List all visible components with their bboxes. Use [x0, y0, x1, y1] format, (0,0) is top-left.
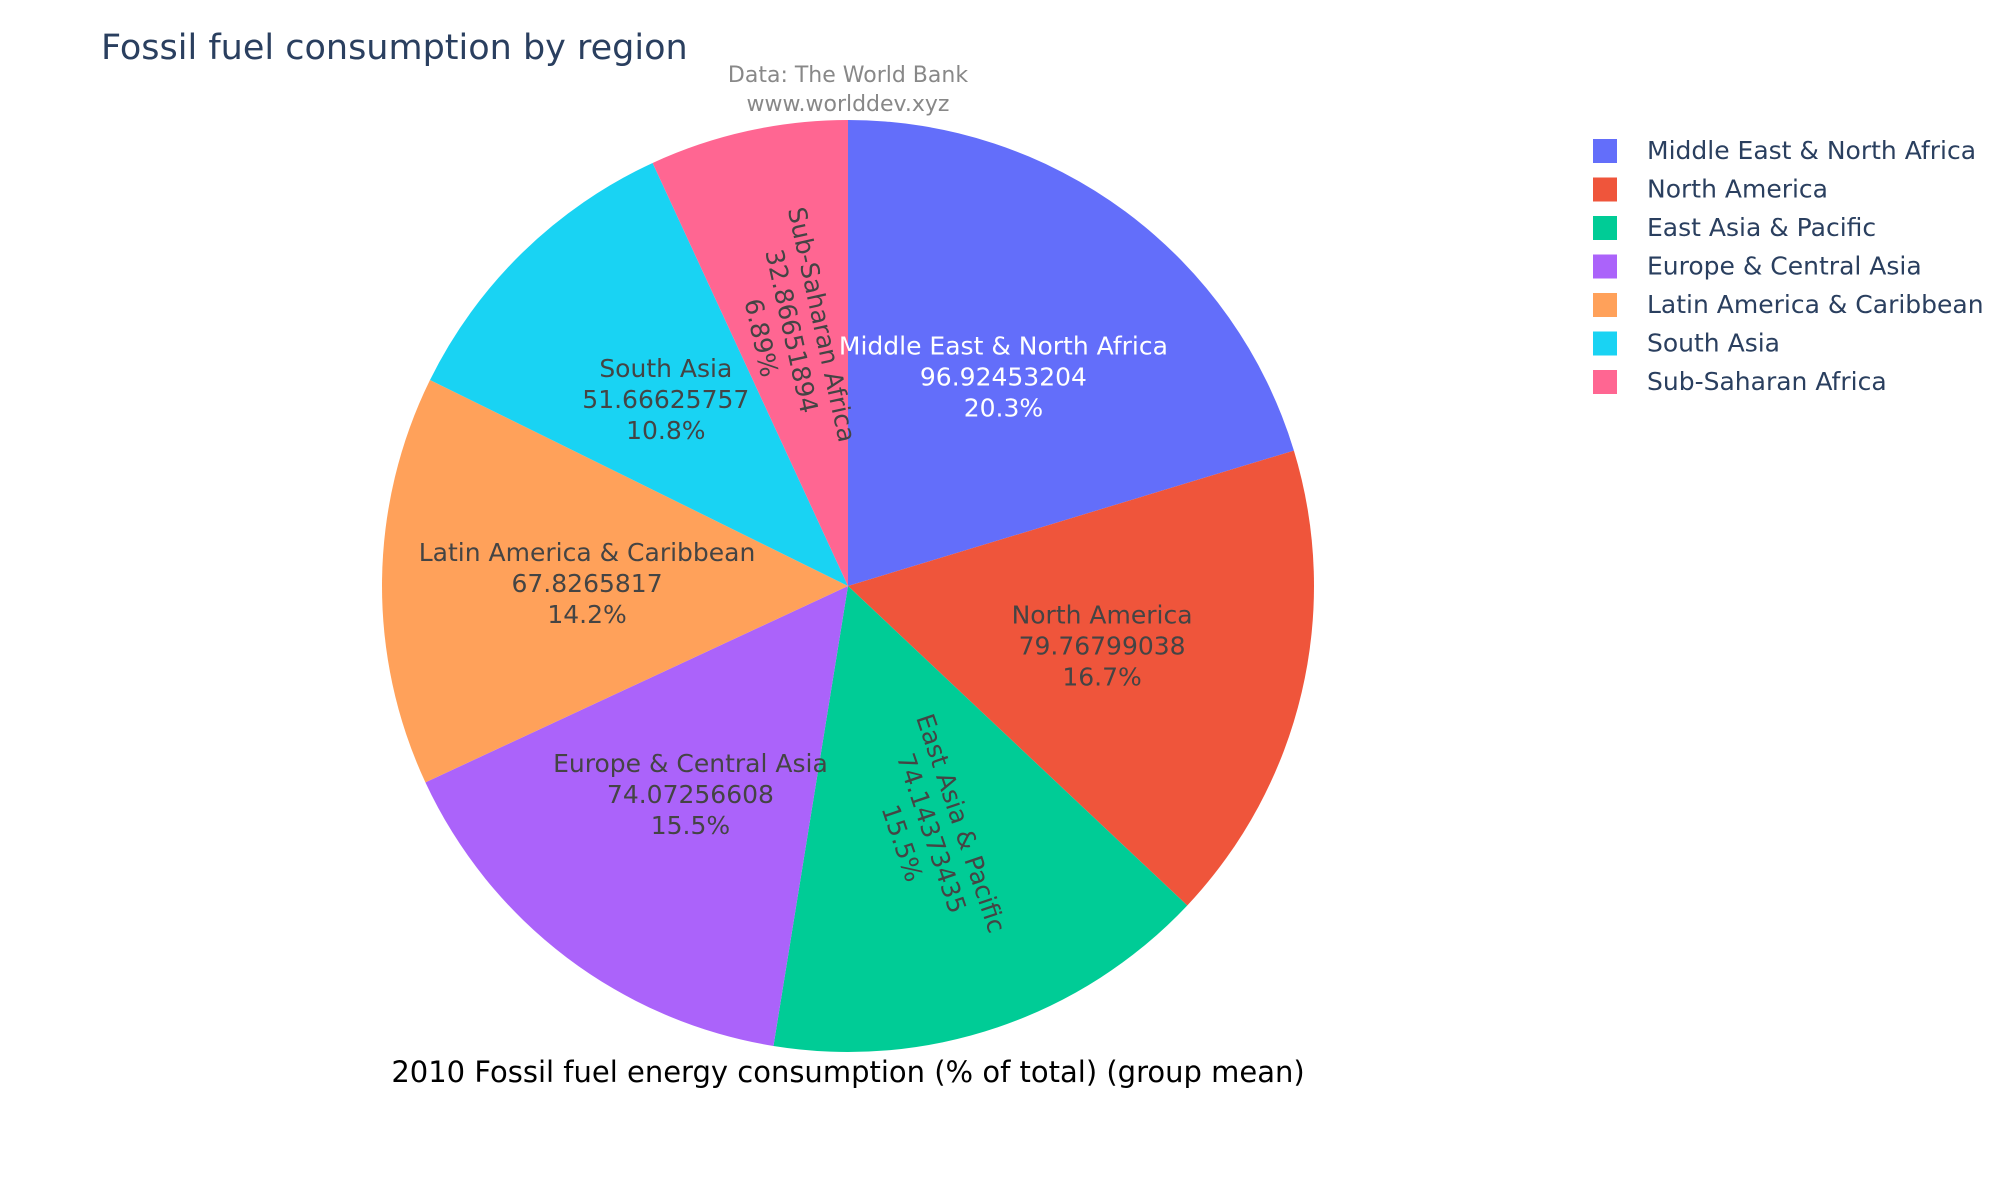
legend-item-north-america[interactable]: North America	[1593, 175, 1828, 204]
pie-slice-sub-saharan-africa[interactable]	[652, 120, 848, 586]
legend-item-europe-and-central-asia[interactable]: Europe & Central Asia	[1593, 252, 1922, 281]
pie-slice-middle-east-and-north-africa[interactable]	[848, 120, 1294, 586]
legend-swatch-middle-east-and-north-africa	[1593, 139, 1617, 163]
legend-label-north-america: North America	[1647, 175, 1828, 204]
pie-slice-south-asia[interactable]	[430, 162, 848, 586]
pie-slice-latin-america-and-caribbean[interactable]	[381, 379, 848, 783]
pie-label-south-asia: South Asia 51.66625757 10.8%	[582, 354, 749, 445]
legend-swatch-south-asia	[1593, 331, 1617, 356]
legend-item-south-asia[interactable]: South Asia	[1593, 329, 1780, 358]
pie-label-middle-east-and-north-africa: Middle East & North Africa 96.92453204 20.…	[839, 331, 1168, 422]
legend-label-middle-east-and-north-africa: Middle East & North Africa	[1647, 136, 1976, 165]
chart-title: Fossil fuel consumption by region	[101, 28, 688, 68]
legend-item-middle-east-and-north-africa[interactable]: Middle East & North Africa	[1593, 136, 1976, 165]
pie-label-north-america: North America 79.76799038 16.7%	[1012, 601, 1193, 692]
legend-item-latin-america-and-caribbean[interactable]: Latin America & Caribbean	[1593, 290, 1984, 319]
legend-swatch-latin-america-and-caribbean	[1593, 293, 1617, 317]
pie-slices	[381, 120, 1314, 1052]
x-axis-label: 2010 Fossil fuel energy consumption (% o…	[391, 1055, 1304, 1089]
legend-swatch-east-asia-and-pacific	[1593, 216, 1617, 240]
pie-slice-europe-and-central-asia[interactable]	[425, 586, 848, 1047]
pie-label-europe-and-central-asia: Europe & Central Asia 74.07256608 15.5%	[553, 749, 828, 840]
legend-label-east-asia-and-pacific: East Asia & Pacific	[1647, 213, 1876, 242]
legend-swatch-north-america	[1593, 177, 1617, 202]
legend-label-south-asia: South Asia	[1647, 329, 1780, 358]
legend-label-latin-america-and-caribbean: Latin America & Caribbean	[1647, 290, 1984, 319]
source-annotation-line-1: Data: The World Bank	[728, 63, 968, 88]
pie-label-latin-america-and-caribbean: Latin America & Caribbean 67.8265817 14.2%	[419, 538, 756, 629]
pie-slice-east-asia-and-pacific[interactable]	[773, 586, 1188, 1052]
legend-swatch-europe-and-central-asia	[1593, 254, 1617, 279]
legend-label-europe-and-central-asia: Europe & Central Asia	[1647, 252, 1922, 281]
legend-label-sub-saharan-africa: Sub-Saharan Africa	[1647, 367, 1887, 396]
legend[interactable]: Middle East & North Africa North America E…	[1593, 136, 1984, 396]
pie-slice-north-america[interactable]	[848, 450, 1314, 906]
source-annotation-line-2: www.worlddev.xyz	[747, 92, 950, 117]
legend-swatch-sub-saharan-africa	[1593, 370, 1617, 394]
legend-item-east-asia-and-pacific[interactable]: East Asia & Pacific	[1593, 213, 1876, 242]
legend-item-sub-saharan-africa[interactable]: Sub-Saharan Africa	[1593, 367, 1887, 396]
